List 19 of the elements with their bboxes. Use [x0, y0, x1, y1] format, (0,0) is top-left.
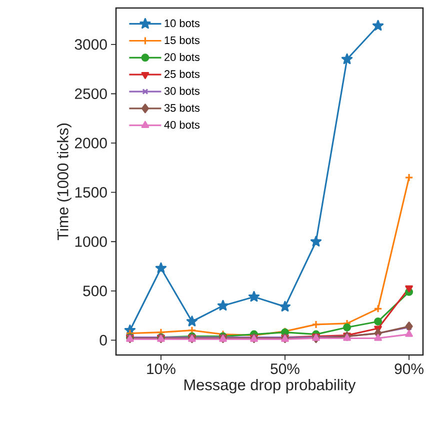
legend-label: 10 bots: [164, 19, 200, 28]
x-tick-label: 10%: [147, 364, 176, 374]
legend-label: 30 bots: [164, 86, 200, 95]
y-tick-label: 1000: [75, 236, 107, 247]
y-axis-title: Time (1000 ticks): [57, 124, 72, 240]
y-tick-label: 2500: [74, 88, 107, 100]
legend-label: 40 bots: [164, 120, 200, 129]
x-tick-label: 90%: [394, 364, 424, 374]
x-axis-title: Message drop probability: [184, 378, 356, 394]
x-tick-label: 50%: [270, 364, 300, 374]
y-tick-label: 3000: [74, 39, 107, 50]
y-tick-label: 1500: [75, 187, 107, 198]
y-tick-label: 500: [83, 286, 107, 296]
y-tick-label: 2000: [74, 138, 107, 148]
y-tick-label: 0: [100, 334, 107, 346]
legend-label: 25 bots: [164, 70, 200, 78]
legend-label: 15 bots: [164, 36, 200, 44]
legend-label: 35 bots: [164, 104, 200, 112]
legend-label: 20 bots: [164, 52, 200, 62]
